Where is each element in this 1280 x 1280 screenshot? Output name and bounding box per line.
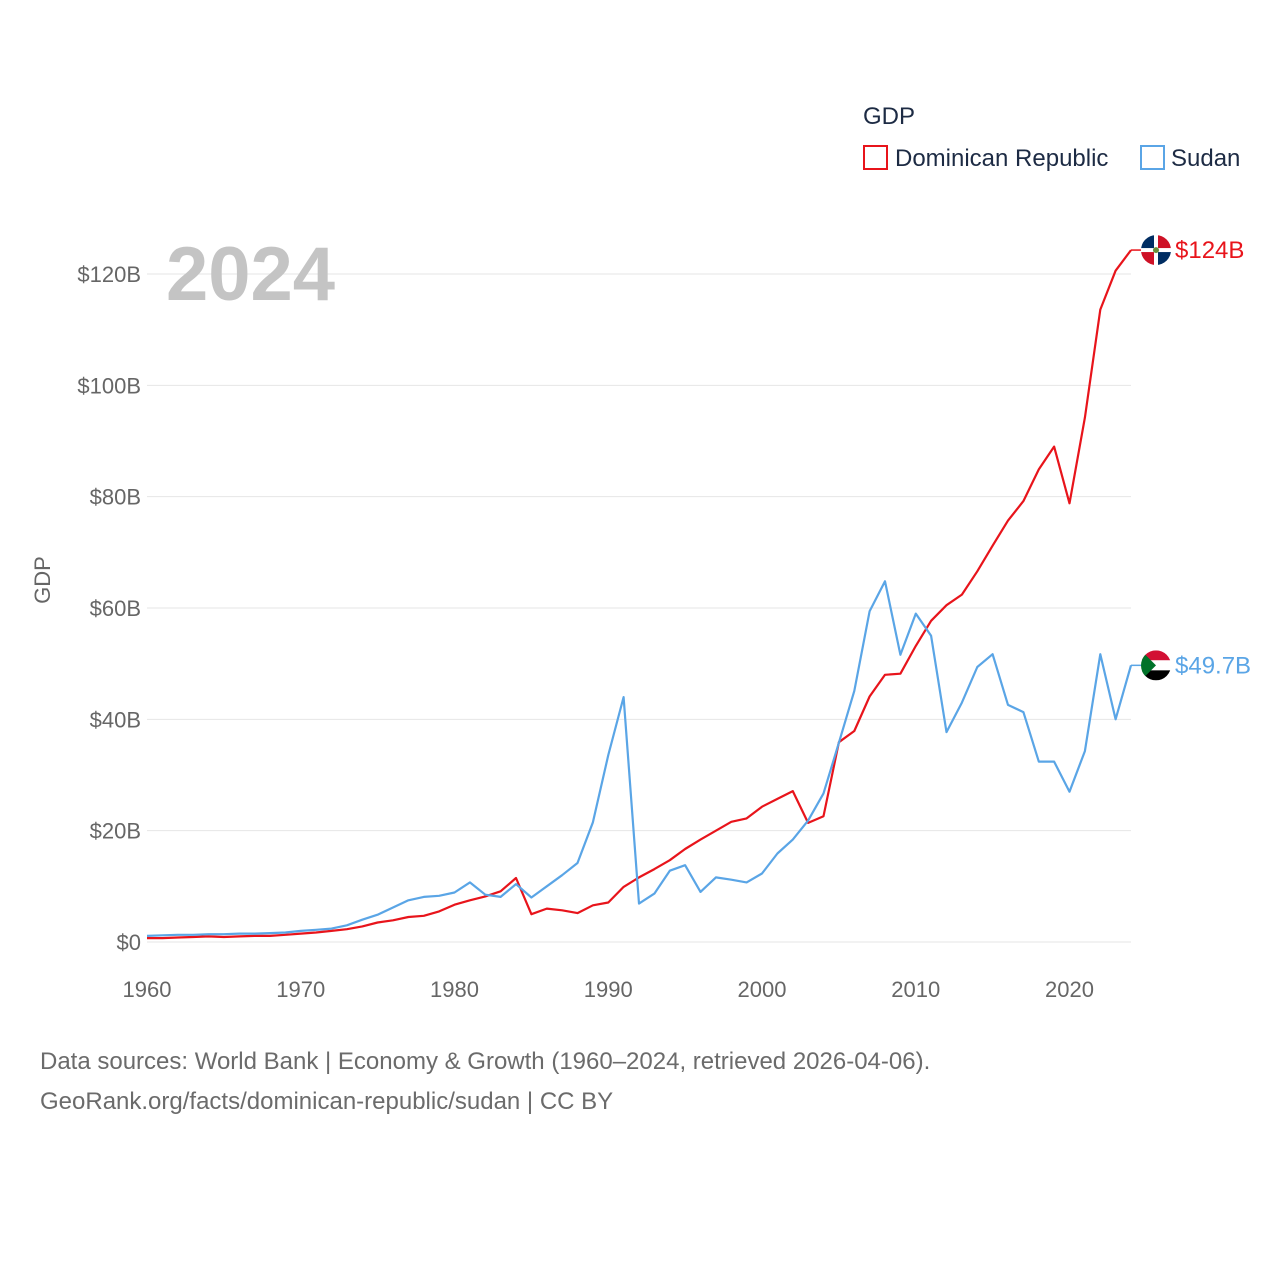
sudan-flag-icon <box>1141 650 1171 681</box>
dominican-republic-end-value: $124B <box>1175 237 1244 264</box>
y-tick-label: $80B <box>90 485 141 510</box>
x-tick-label: 2000 <box>738 977 787 1002</box>
gdp-line-chart: $0 $20B $40B $60B $80B $100B $120B 1960 1970 198… <box>30 103 1251 1002</box>
x-tick-label: 1970 <box>276 977 325 1002</box>
x-tick-label: 2020 <box>1045 977 1094 1002</box>
legend-label-sudan[interactable]: Sudan <box>1171 145 1240 172</box>
series-line-sudan[interactable] <box>146 580 1133 937</box>
x-tick-label: 1980 <box>430 977 479 1002</box>
year-watermark: 2024 <box>166 232 335 317</box>
legend: GDP Dominican Republic Sudan <box>863 103 1240 172</box>
footer-sources: Data sources: World Bank | Economy & Gro… <box>40 1042 930 1122</box>
series-lines <box>146 249 1133 940</box>
x-tick-label: 2010 <box>891 977 940 1002</box>
x-tick-label: 1990 <box>584 977 633 1002</box>
end-markers: $124B $49.7B <box>1131 235 1251 681</box>
y-tick-label: $40B <box>90 707 141 732</box>
footer-line-link[interactable]: GeoRank.org/facts/dominican-republic/sud… <box>40 1088 614 1115</box>
y-tick-label: $100B <box>77 373 141 398</box>
y-tick-label: $120B <box>77 262 141 287</box>
footer-line-sources: Data sources: World Bank | Economy & Gro… <box>40 1048 931 1075</box>
dominican-republic-flag-icon <box>1141 235 1171 266</box>
y-tick-label: $0 <box>117 930 141 955</box>
sudan-end-value: $49.7B <box>1175 652 1251 679</box>
y-tick-label: $20B <box>90 819 141 844</box>
x-axis-ticks: 1960 1970 1980 1990 2000 2010 2020 <box>123 977 1094 1002</box>
gridlines <box>147 273 1131 943</box>
legend-title: GDP <box>863 103 915 130</box>
legend-swatch-dominican-republic[interactable] <box>863 145 888 170</box>
y-tick-label: $60B <box>90 596 141 621</box>
x-tick-label: 1960 <box>123 977 172 1002</box>
legend-swatch-sudan[interactable] <box>1140 145 1165 170</box>
y-axis-ticks: $0 $20B $40B $60B $80B $100B $120B <box>77 262 141 955</box>
y-axis-label: GDP <box>30 556 55 604</box>
series-line-dominican-republic[interactable] <box>147 249 1132 940</box>
legend-label-dominican-republic[interactable]: Dominican Republic <box>895 145 1108 172</box>
